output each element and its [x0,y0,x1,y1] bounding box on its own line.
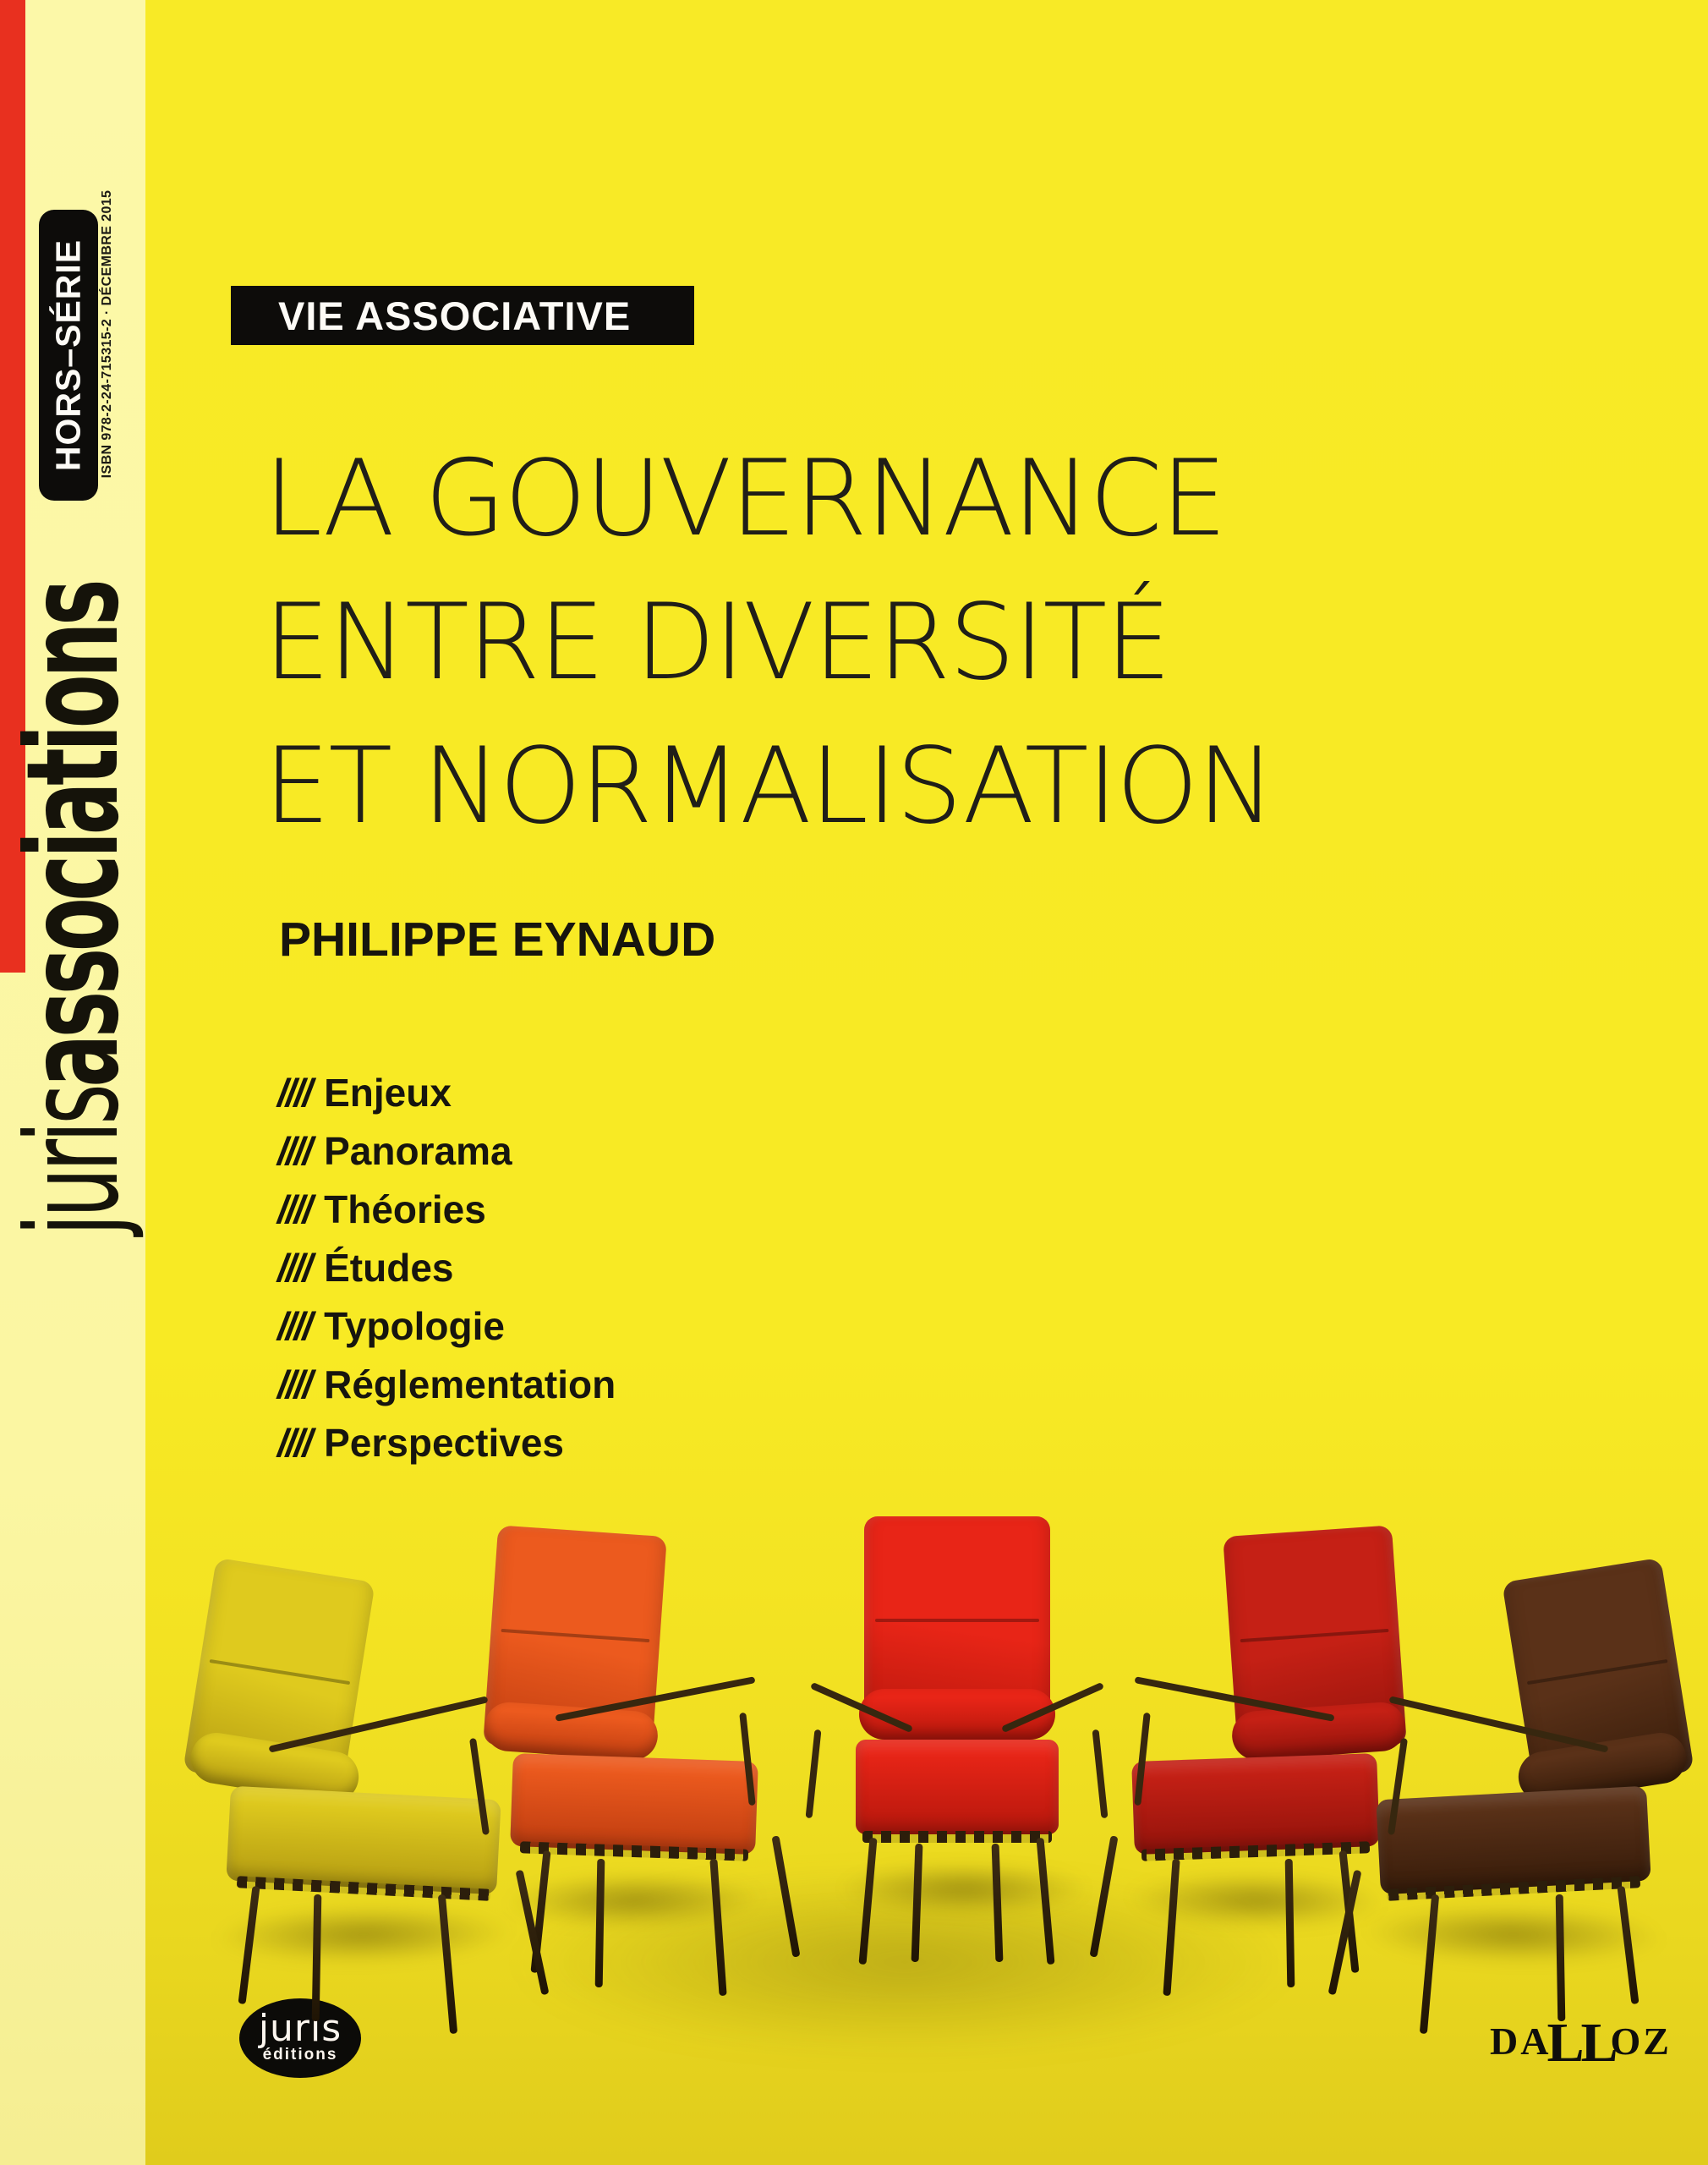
slashes-icon: //// [277,1187,313,1231]
topic-label: Perspectives [324,1421,564,1465]
topic-item: //// Théories [277,1181,616,1239]
brand-juris: juris [0,1087,147,1236]
slashes-icon: //// [277,1246,313,1290]
dalloz-oz: OZ [1610,2020,1672,2063]
topic-label: Théories [324,1187,486,1231]
topic-item: //// Enjeux [277,1064,616,1122]
dalloz-ll: LL [1547,2012,1618,2074]
chairs-photo [0,1438,1708,2165]
jurisassociations-logo: jurisassociations [0,514,151,1304]
juris-editions-name: juris [258,2007,342,2050]
topic-item: //// Panorama [277,1122,616,1181]
topic-item: //// Perspectives [277,1414,616,1472]
juris-editions-tagline: éditions [262,2046,338,2064]
topic-label: Panorama [324,1129,512,1173]
slashes-icon: //// [277,1071,313,1115]
brand-associations: associations [0,582,147,1088]
topics-list: //// Enjeux //// Panorama //// Théories ///… [277,1064,616,1472]
slashes-icon: //// [277,1129,313,1173]
category-badge-label: VIE ASSOCIATIVE [278,293,632,338]
author-name: PHILIPPE EYNAUD [279,913,716,967]
title-line-1: LA GOUVERNANCE [264,438,1227,560]
red-edge-bar [0,0,25,973]
jurisassociations-wordmark: jurisassociations [0,583,147,1236]
book-title: LA GOUVERNANCE ENTRE DIVERSITÉ ET NORMAL… [264,427,1275,858]
slashes-icon: //// [277,1362,313,1406]
slashes-icon: //// [277,1421,313,1465]
topic-item: //// Typologie [277,1297,616,1356]
chair-yellow [139,1531,588,2035]
chair-brown [1289,1531,1708,2035]
chair-red [786,1484,1141,1965]
dalloz-da: DA [1490,2020,1552,2063]
topic-label: Études [324,1246,454,1290]
title-line-3: ET NORMALISATION [264,726,1275,847]
title-line-2: ENTRE DIVERSITÉ [264,582,1172,704]
topic-label: Réglementation [324,1362,616,1406]
juris-editions-logo: juris éditions [239,1998,361,2078]
category-badge: VIE ASSOCIATIVE [231,286,694,345]
isbn-date-line: ISBN 978-2-24-715315-2 · DÉCEMBRE 2015 [79,169,135,499]
isbn-date-text: ISBN 978-2-24-715315-2 · DÉCEMBRE 2015 [100,189,114,479]
topic-label: Typologie [324,1304,505,1348]
topic-item: //// Réglementation [277,1356,616,1414]
topic-label: Enjeux [324,1071,452,1115]
dalloz-logo: DALLOZ [1490,2011,1672,2075]
hors-serie-badge: HORS–SÉRIE [39,210,98,501]
slashes-icon: //// [277,1304,313,1348]
topic-item: //// Études [277,1239,616,1297]
